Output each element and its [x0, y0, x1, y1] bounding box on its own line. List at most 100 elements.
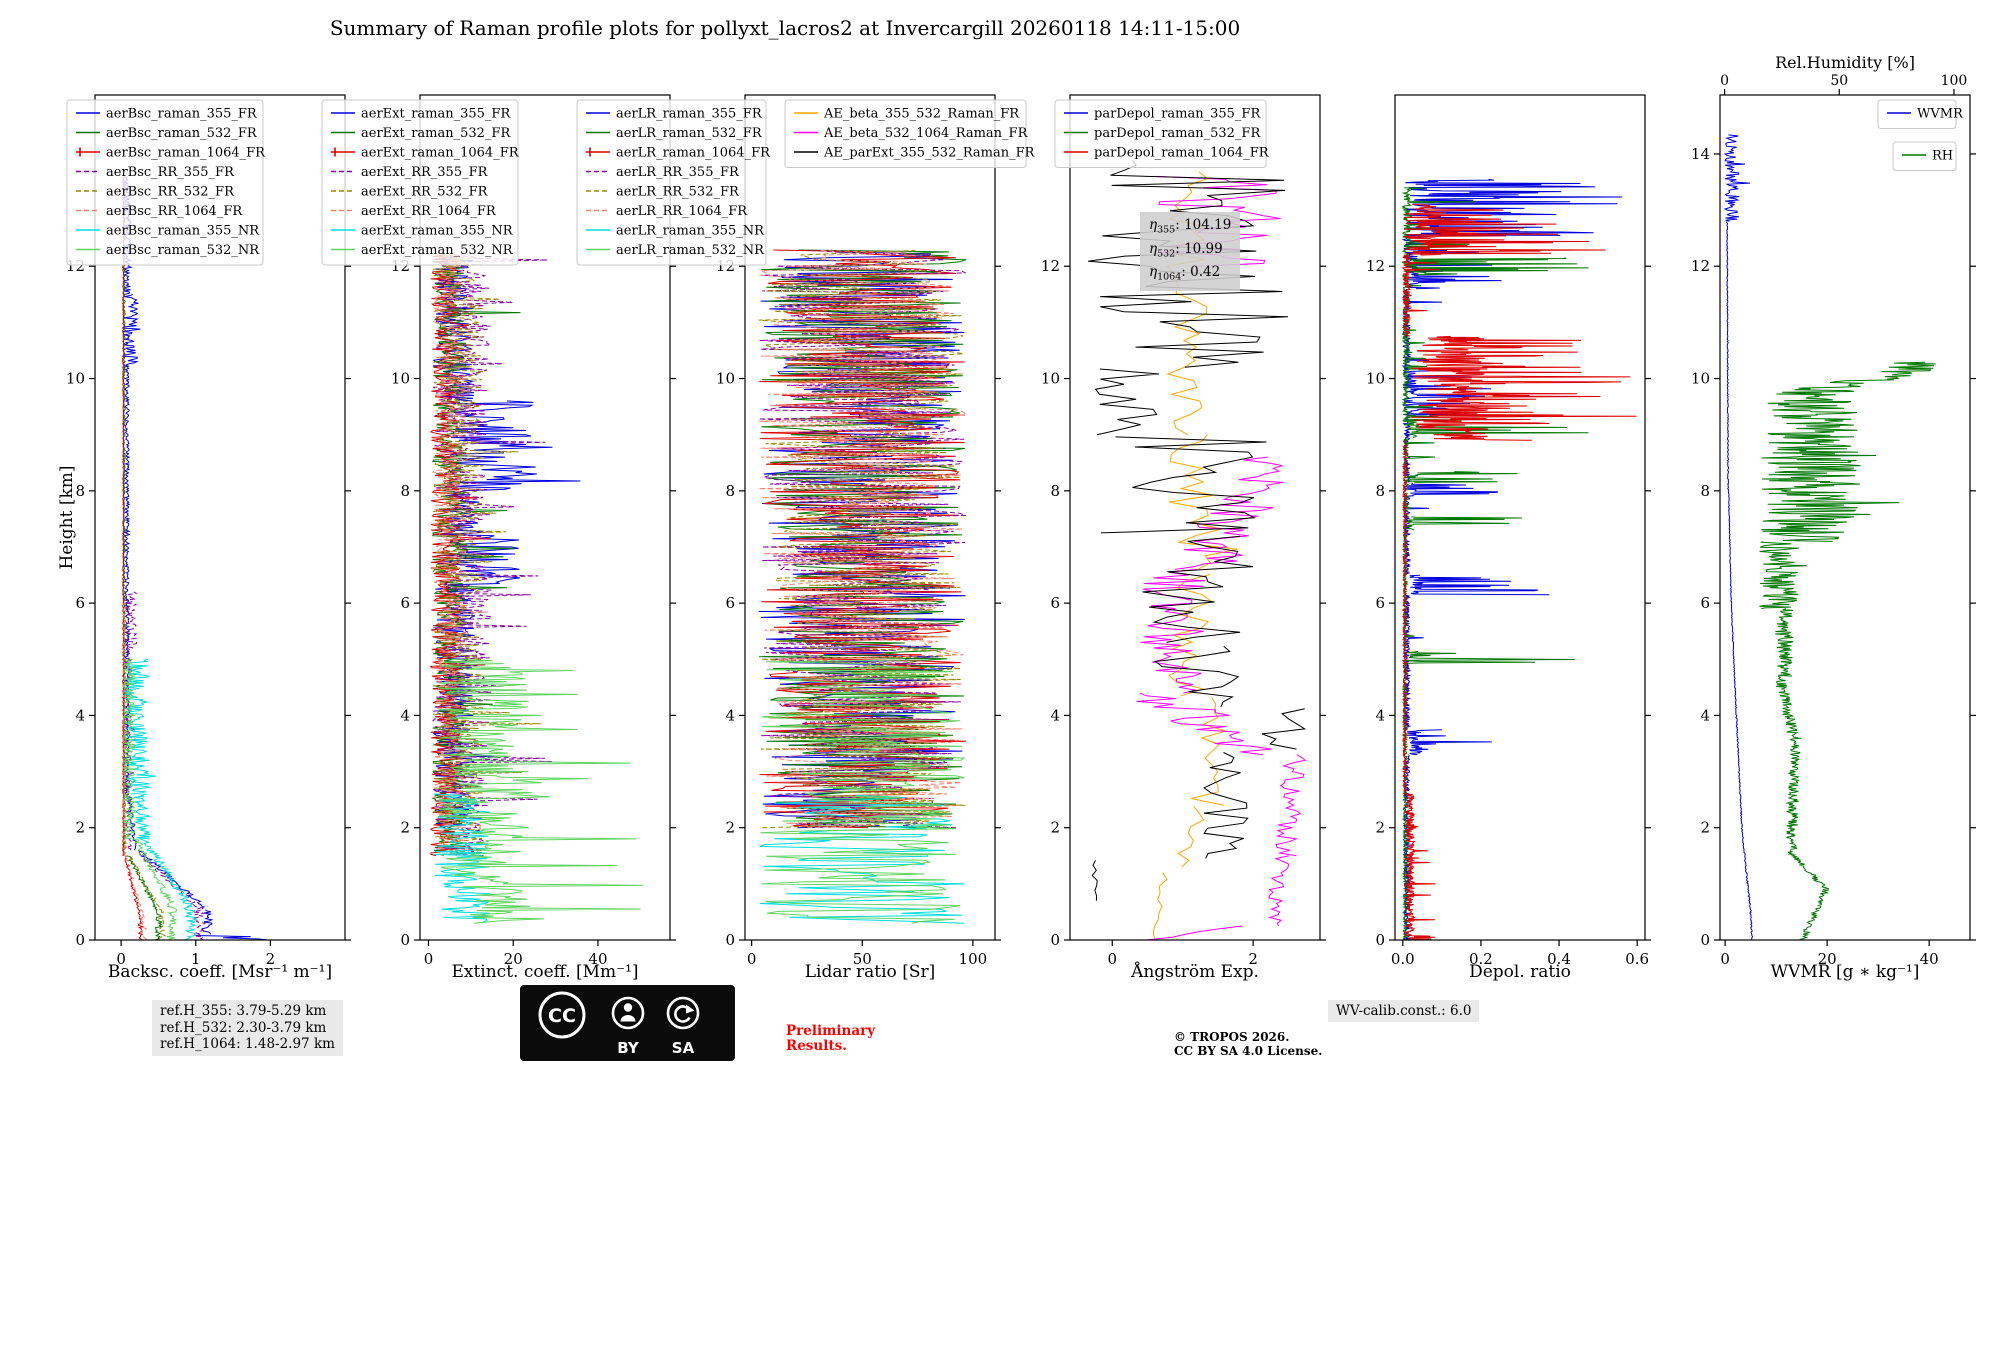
y-tick-label: 6	[725, 594, 735, 612]
y-tick-label: 0	[725, 931, 735, 949]
y-tick-label: 14	[1691, 145, 1710, 163]
legend-label: WVMR	[1917, 107, 1964, 122]
series-parDepol_raman_532_FR	[1401, 187, 1589, 940]
legend-label: AE_beta_355_532_Raman_FR	[823, 107, 1020, 122]
legend-entry-aerBsc_RR_1064_FR: aerBsc_RR_1064_FR	[76, 204, 243, 219]
legend-label: aerLR_raman_1064_FR	[616, 146, 771, 161]
copyright-note: © TROPOS 2026. CC BY SA 4.0 License.	[1174, 1030, 1322, 1058]
preliminary-line-2: Results.	[786, 1038, 847, 1054]
legend-entry-aerBsc_raman_1064_FR: aerBsc_raman_1064_FR	[76, 146, 266, 161]
ref-height-1064: ref.H_1064: 1.48-2.97 km	[160, 1036, 335, 1052]
y-tick-label: 6	[1050, 594, 1060, 612]
y-tick-label: 8	[400, 482, 410, 500]
series-WVMR	[1723, 134, 1754, 940]
series-aerBsc_raman_532_FR	[121, 175, 164, 940]
series-aerLR_RR_532_FR	[758, 250, 966, 829]
x-tick-label: 40	[1920, 950, 1939, 968]
legend-label: aerLR_raman_532_FR	[616, 126, 763, 141]
cc-icon	[538, 991, 586, 1039]
ref-height-355: ref.H_355: 3.79-5.29 km	[160, 1003, 327, 1019]
copyright-line-1: © TROPOS 2026.	[1174, 1030, 1290, 1044]
x-tick-label: 20	[1818, 950, 1837, 968]
legend-label: parDepol_raman_1064_FR	[1094, 146, 1270, 161]
series-aerBsc_raman_355_NR	[123, 658, 197, 940]
legend: RH	[1892, 141, 1957, 171]
x-tick-label: 0.4	[1547, 950, 1571, 968]
series-aerLR_raman_1064_FR	[759, 249, 967, 829]
y-tick-label: 0	[1700, 931, 1710, 949]
legend-entry-AE_beta_355_532_Raman_FR: AE_beta_355_532_Raman_FR	[794, 107, 1020, 122]
x-axis-label: Depol. ratio	[1469, 962, 1571, 982]
x-tick-label: 0.6	[1625, 950, 1649, 968]
legend-label: aerBsc_raman_355_FR	[106, 107, 258, 122]
legend-entry-WVMR: WVMR	[1887, 107, 1964, 122]
legend: parDepol_raman_355_FR parDepol_raman_532_…	[1054, 99, 1270, 168]
legend-entry-aerExt_raman_532_NR: aerExt_raman_532_NR	[331, 243, 514, 258]
panel-angstrom: 0 2 0 2 4 6 8 10 12 Ångström Exp. AE_beta_355_532_…	[784, 94, 1326, 982]
top-tick-label: 50	[1830, 73, 1848, 89]
legend: aerExt_raman_355_FR aerExt_raman_532_FRae…	[321, 99, 520, 266]
legend-entry-parDepol_raman_355_FR: parDepol_raman_355_FR	[1064, 107, 1261, 122]
legend-label: aerBsc_RR_532_FR	[106, 185, 235, 200]
top-tick-label: 100	[1941, 73, 1968, 89]
x-tick-label: 0	[747, 950, 757, 968]
y-tick-label: 10	[1691, 370, 1710, 388]
legend-label: aerBsc_RR_355_FR	[106, 165, 235, 180]
legend-entry-parDepol_raman_1064_FR: parDepol_raman_1064_FR	[1064, 146, 1270, 161]
plot-area-wvmr	[1723, 134, 1936, 940]
x-axis-label: Ångström Exp.	[1130, 961, 1259, 982]
y-tick-label: 8	[1050, 482, 1060, 500]
plot-area-backscatter	[121, 175, 269, 940]
plot-area-extinction	[429, 254, 643, 924]
x-axis-label: Backsc. coeff. [Msr⁻¹ m⁻¹]	[108, 962, 332, 982]
legend-label: aerLR_RR_355_FR	[616, 165, 740, 180]
y-tick-label: 2	[1375, 819, 1385, 837]
y-tick-label: 2	[1050, 819, 1060, 837]
y-tick-label: 4	[75, 706, 85, 724]
y-tick-label: 2	[75, 819, 85, 837]
legend-label: aerBsc_raman_1064_FR	[106, 146, 266, 161]
y-tick-label: 6	[1700, 594, 1710, 612]
x-tick-label: 0	[1107, 950, 1117, 968]
series-aerLR_RR_1064_FR	[758, 250, 967, 829]
y-tick-label: 6	[75, 594, 85, 612]
series-aerLR_RR_355_FR	[758, 250, 966, 829]
top-axis-label: Rel.Humidity [%]	[1775, 53, 1915, 72]
series-aerBsc_raman_355_FR	[121, 176, 269, 940]
plot-frame	[419, 94, 671, 941]
legend-entry-aerLR_raman_1064_FR: aerLR_raman_1064_FR	[586, 146, 771, 161]
y-tick-label: 6	[1375, 594, 1385, 612]
x-tick-label: 0.2	[1469, 950, 1493, 968]
y-tick-label: 2	[725, 819, 735, 837]
sa-arrow-icon	[666, 996, 700, 1030]
legend-label: aerExt_raman_355_NR	[361, 224, 514, 239]
legend-entry-AE_parExt_355_532_Raman_FR: AE_parExt_355_532_Raman_FR	[794, 146, 1036, 161]
legend-entry-aerExt_raman_355_NR: aerExt_raman_355_NR	[331, 224, 514, 239]
legend-label: aerBsc_RR_1064_FR	[106, 204, 243, 219]
legend-label: parDepol_raman_355_FR	[1094, 107, 1261, 122]
legend-entry-aerLR_RR_1064_FR: aerLR_RR_1064_FR	[586, 204, 748, 219]
plot-area-angstrom	[1088, 159, 1307, 940]
plot-area-lidar_ratio	[758, 249, 967, 924]
legend-entry-AE_beta_532_1064_Raman_FR: AE_beta_532_1064_Raman_FR	[794, 126, 1029, 141]
legend-entry-aerBsc_raman_355_FR: aerBsc_raman_355_FR	[76, 107, 258, 122]
legend-entry-aerLR_raman_355_NR: aerLR_raman_355_NR	[586, 224, 765, 239]
figure-title: Summary of Raman profile plots for polly…	[329, 16, 1241, 40]
eta-355: η355: 104.19	[1149, 217, 1232, 236]
y-tick-label: 10	[1366, 370, 1385, 388]
legend-label: aerLR_RR_1064_FR	[616, 204, 748, 219]
eta-1064: η1064: 0.42	[1149, 264, 1221, 284]
legend-entry-aerLR_raman_532_FR: aerLR_raman_532_FR	[586, 126, 763, 141]
x-tick-label: 0	[1720, 950, 1730, 968]
panel-depol: 0.0 0.2 0.4 0.6 0 2 4 6 8 10 12 Depol. ratio parDepo…	[1054, 94, 1651, 982]
legend-label: aerBsc_raman_532_NR	[106, 243, 260, 258]
eta-532: η532: 10.99	[1149, 240, 1223, 260]
series-parDepol_raman_355_FR	[1401, 178, 1623, 940]
top-tick-label: 0	[1720, 73, 1729, 89]
legend-label: aerExt_raman_355_FR	[361, 107, 511, 122]
legend-entry-aerBsc_RR_355_FR: aerBsc_RR_355_FR	[76, 165, 235, 180]
y-tick-label: 10	[1041, 370, 1060, 388]
